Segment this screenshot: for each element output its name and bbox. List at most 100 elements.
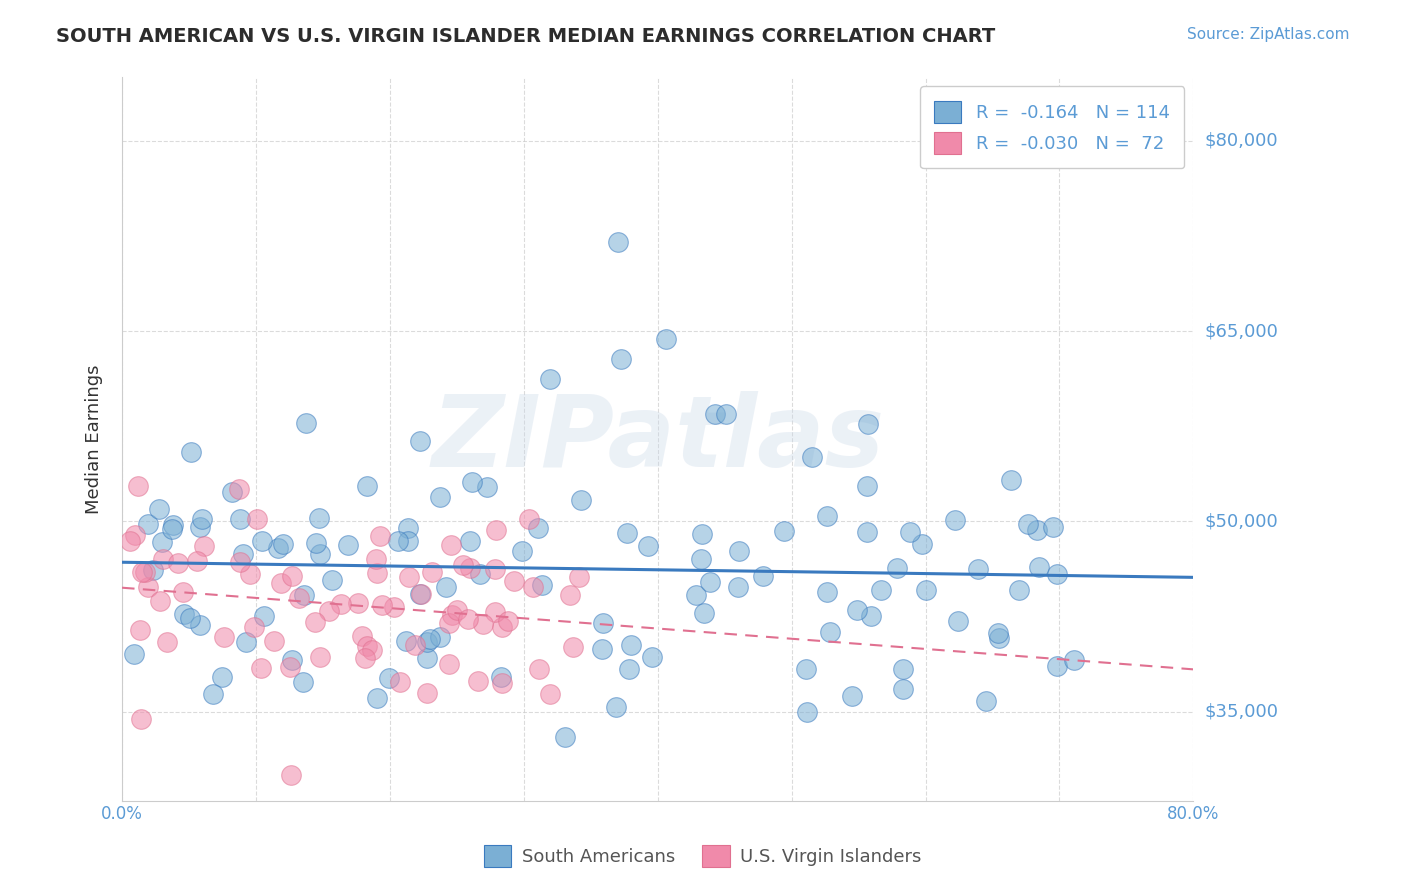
Point <box>368 529 391 543</box>
Point <box>416 686 439 700</box>
Point <box>527 521 550 535</box>
Point <box>1046 658 1069 673</box>
Text: SOUTH AMERICAN VS U.S. VIRGIN ISLANDER MEDIAN EARNINGS CORRELATION CHART: SOUTH AMERICAN VS U.S. VIRGIN ISLANDER M… <box>56 27 995 45</box>
Point <box>946 614 969 628</box>
Point <box>188 617 211 632</box>
Point <box>356 639 378 653</box>
Point <box>461 475 484 490</box>
Point <box>346 596 368 610</box>
Point <box>491 676 513 690</box>
Point <box>538 372 561 386</box>
Point <box>610 351 633 366</box>
Point <box>308 649 330 664</box>
Point <box>489 670 512 684</box>
Point <box>914 582 936 597</box>
Point <box>467 674 489 689</box>
Point <box>366 690 388 705</box>
Point <box>267 541 290 556</box>
Point <box>1028 560 1050 574</box>
Point <box>353 650 375 665</box>
Point <box>569 493 592 508</box>
Point <box>415 635 437 649</box>
Point <box>728 543 751 558</box>
Point <box>846 603 869 617</box>
Point <box>382 599 405 614</box>
Point <box>517 512 540 526</box>
Point <box>271 537 294 551</box>
Point <box>336 538 359 552</box>
Point <box>166 556 188 570</box>
Point <box>558 588 581 602</box>
Point <box>637 539 659 553</box>
Point <box>360 643 382 657</box>
Point <box>1026 523 1049 537</box>
Point <box>249 660 271 674</box>
Point <box>988 631 1011 645</box>
Point <box>352 628 374 642</box>
Point <box>162 518 184 533</box>
Point <box>142 563 165 577</box>
Point <box>388 674 411 689</box>
Point <box>152 552 174 566</box>
Point <box>886 561 908 575</box>
Point <box>818 624 841 639</box>
Point <box>800 450 823 464</box>
Point <box>714 407 737 421</box>
Point <box>253 608 276 623</box>
Point <box>485 523 508 537</box>
Point <box>409 587 432 601</box>
Point <box>616 526 638 541</box>
Point <box>263 634 285 648</box>
Point <box>191 512 214 526</box>
Point <box>510 543 533 558</box>
Point <box>411 587 433 601</box>
Point <box>856 417 879 431</box>
Point <box>377 671 399 685</box>
Point <box>987 626 1010 640</box>
Point <box>477 480 499 494</box>
Point <box>1042 520 1064 534</box>
Point <box>522 580 544 594</box>
Point <box>655 332 678 346</box>
Point <box>150 535 173 549</box>
Point <box>228 512 250 526</box>
Point <box>294 416 316 430</box>
Point <box>974 694 997 708</box>
Point <box>690 551 713 566</box>
Point <box>232 547 254 561</box>
Point <box>129 712 152 726</box>
Point <box>592 616 614 631</box>
Point <box>460 533 482 548</box>
Point <box>221 485 243 500</box>
Point <box>699 575 721 590</box>
Point <box>122 647 145 661</box>
Point <box>591 641 613 656</box>
Point <box>727 580 749 594</box>
Text: $80,000: $80,000 <box>1205 132 1278 150</box>
Point <box>1000 473 1022 487</box>
Point <box>280 768 302 782</box>
Point <box>554 730 576 744</box>
Point <box>193 539 215 553</box>
Point <box>794 662 817 676</box>
Point <box>815 585 838 599</box>
Point <box>371 598 394 612</box>
Point <box>531 577 554 591</box>
Point <box>841 689 863 703</box>
Point <box>138 517 160 532</box>
Point <box>619 662 641 676</box>
Text: $65,000: $65,000 <box>1205 322 1278 340</box>
Point <box>404 638 426 652</box>
Point <box>356 479 378 493</box>
Point <box>468 566 491 581</box>
Point <box>429 490 451 504</box>
Point <box>304 615 326 630</box>
Point <box>252 533 274 548</box>
Point <box>366 566 388 580</box>
Point <box>1063 653 1085 667</box>
Point <box>243 620 266 634</box>
Point <box>484 562 506 576</box>
Point <box>967 561 990 575</box>
Point <box>420 566 443 580</box>
Point <box>364 552 387 566</box>
